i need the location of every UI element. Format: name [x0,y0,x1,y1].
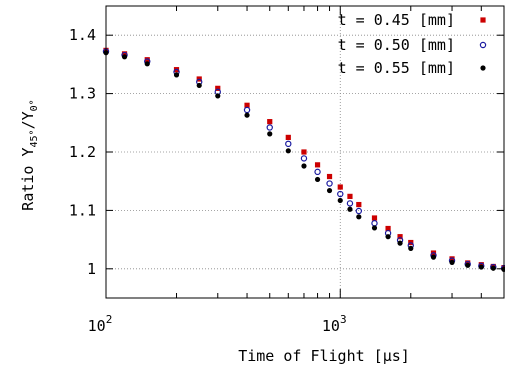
axis-ticks: 1 1.1 1.2 1.3 1.4 102 103 [69,6,505,335]
y-tick-label: 1 [87,260,96,278]
data-point [173,72,180,78]
data-point [314,176,321,183]
data-point [356,201,362,208]
data-point [337,197,343,204]
data-point [408,245,414,251]
data-point [430,254,437,260]
data-point [326,187,333,194]
data-point [266,124,273,131]
data-point [397,234,403,240]
data-point [449,259,455,265]
data-point [300,155,308,162]
data-point [355,207,363,215]
data-point [326,180,333,187]
series-layer [102,47,505,272]
data-point [346,200,354,207]
legend-label: t = 0.50 [mm] [338,36,455,54]
data-point [371,225,378,231]
data-point [337,190,344,198]
data-point [356,214,362,220]
data-point [385,225,391,232]
data-point [285,140,292,148]
legend-label: t = 0.55 [mm] [338,59,455,77]
data-point [347,193,353,199]
legend-marker [480,17,486,23]
data-point [449,256,455,262]
data-point [144,61,150,67]
data-point [301,149,307,155]
data-point [121,54,128,60]
data-point [285,148,291,154]
data-point [215,85,221,91]
data-point [326,173,333,180]
legend: t = 0.45 [mm] t = 0.50 [mm] t = 0.55 [mm] [338,11,487,77]
y-tick-label: 1.3 [69,85,96,103]
data-point [314,168,321,176]
data-point [478,264,484,270]
data-point [301,163,307,169]
y-tick-label: 1.2 [69,143,96,161]
x-tick-label: 102 [88,313,113,335]
y-tick-label: 1.1 [69,201,96,219]
data-point [121,51,128,57]
data-point [244,102,250,108]
data-point [490,265,496,271]
data-point [347,206,353,212]
data-point [465,262,471,268]
data-point [215,93,221,99]
data-point [371,215,378,221]
data-point [196,82,202,89]
data-point [267,131,273,137]
data-point [337,184,343,190]
x-axis-label: Time of Flight [µs] [238,347,410,365]
data-point [314,162,321,168]
x-tick-label: 103 [322,313,347,335]
data-point [371,220,378,227]
data-point [244,112,250,118]
series-1 [103,47,505,271]
series-2 [102,48,505,272]
data-point [285,134,291,140]
data-point [397,240,403,246]
legend-label: t = 0.45 [mm] [338,11,455,29]
data-point [144,57,150,63]
data-point [267,119,273,125]
y-axis-label: Ratio Y45°/Y0° [19,99,40,210]
series-3 [103,50,505,272]
legend-marker [480,65,486,71]
legend-marker [479,41,487,49]
y-tick-label: 1.4 [69,26,96,44]
data-point [385,234,391,240]
data-point [243,106,251,114]
